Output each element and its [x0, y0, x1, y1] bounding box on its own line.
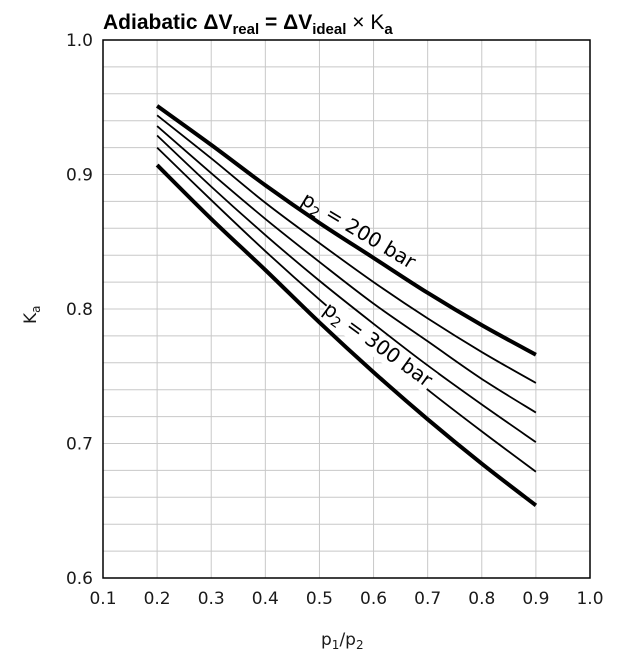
xlabel-sub1: 1 [332, 638, 340, 652]
x-tick-label: 0.6 [360, 589, 387, 609]
series-line-3 [156, 125, 537, 414]
x-tick-label: 0.4 [252, 589, 279, 609]
xlabel-sub2: 2 [356, 638, 364, 652]
series-line-2 [156, 114, 537, 384]
plot-frame [102, 39, 591, 579]
title-times-k: × K [346, 11, 384, 34]
xlabel-p1: p [321, 630, 332, 650]
title-sub-real: real [232, 21, 259, 38]
title-delta-real: ΔV [203, 11, 232, 34]
xlabel-slash-p2: /p [339, 630, 356, 650]
y-tick-label: 0.6 [66, 569, 93, 589]
title-sub-ideal: ideal [312, 21, 346, 38]
curve-label-200-bar: p2 = 200 bar [295, 187, 420, 278]
x-axis-label: p1/p2 [321, 630, 364, 652]
y-axis-label: Ka [21, 305, 43, 324]
title-sub-a: a [384, 21, 393, 38]
x-tick-label: 0.1 [89, 589, 116, 609]
y-tick-label: 0.7 [66, 435, 93, 455]
x-tick-label: 0.9 [522, 589, 549, 609]
y-tick-label: 0.9 [66, 166, 93, 186]
series-line-1 [155, 104, 537, 357]
x-tick-label: 0.3 [198, 589, 225, 609]
label-200-rest: = 200 bar [316, 198, 421, 274]
x-tick-label: 0.5 [306, 589, 333, 609]
curve-label-300-bar: p2 = 300 bar [317, 297, 438, 396]
series-line-4 [156, 134, 537, 443]
x-tick-labels: 0.1 0.2 0.3 0.4 0.5 0.6 0.7 0.8 0.9 1.0 [89, 589, 603, 609]
y-tick-label: 1.0 [66, 31, 93, 51]
chart-title: Adiabatic ΔVreal = ΔVideal × Ka [103, 11, 393, 38]
y-tick-label: 0.8 [66, 300, 93, 320]
title-prefix: Adiabatic [103, 11, 203, 34]
ylabel-sub: a [29, 305, 43, 312]
series-line-6 [155, 163, 538, 507]
grid [102, 39, 591, 579]
ylabel-k: K [21, 312, 41, 324]
title-delta-ideal: ΔV [283, 11, 312, 34]
x-tick-label: 0.7 [414, 589, 441, 609]
y-tick-labels: 0.6 0.7 0.8 0.9 1.0 [66, 31, 93, 589]
x-tick-label: 1.0 [576, 589, 603, 609]
label-300-bar-background [318, 297, 438, 394]
x-tick-label: 0.2 [144, 589, 171, 609]
x-tick-label: 0.8 [468, 589, 495, 609]
series [155, 104, 538, 507]
title-equals: = [259, 11, 283, 34]
